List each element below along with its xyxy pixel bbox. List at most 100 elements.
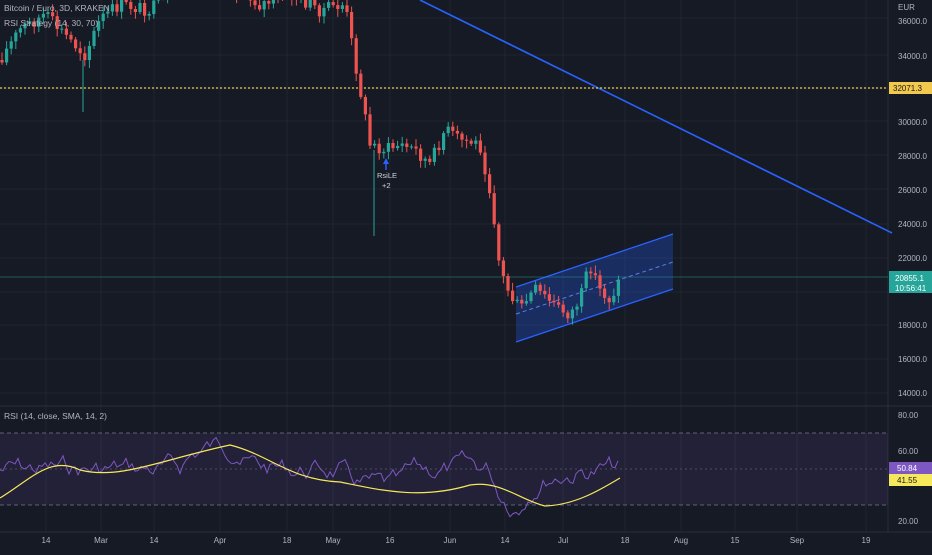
price-tick-label: 34000.0 [898,52,927,61]
candle-body [539,285,542,291]
candle-body [396,146,399,148]
candle-body [442,133,445,150]
candle-body [617,280,620,296]
time-axis-label: 14 [150,536,159,545]
time-axis-label: 15 [731,536,740,545]
candle-body [134,9,137,12]
candle-body [603,289,606,298]
candle-body [327,2,330,8]
candle-body [585,272,588,289]
downtrend-line [420,0,892,233]
candles [0,0,620,325]
candle-body [336,5,339,9]
candle-body [120,0,123,12]
candle-body [304,0,307,8]
candle-body [138,3,141,12]
rsi-tick-label: 80.00 [898,411,919,420]
time-axis-label: Sep [790,536,805,545]
candle-body [65,29,68,35]
candle-body [594,273,597,275]
price-tick-label: 28000.0 [898,152,927,161]
candle-body [460,134,463,140]
candle-body [10,41,13,48]
candle-body [548,294,551,300]
candle-body [552,301,555,303]
candle-body [83,53,86,60]
candle-body [318,5,321,16]
candle-body [345,5,348,12]
candle-body [488,174,491,193]
candle-body [5,49,8,63]
candle-body [69,35,72,40]
candle-body [447,127,450,134]
candle-body [493,193,496,224]
candle-body [497,224,500,260]
candle-body [60,29,63,30]
candle-body [152,0,155,13]
candle-body [571,310,574,319]
price-tick-label: 22000.0 [898,254,927,263]
price-tick-label: 26000.0 [898,186,927,195]
candle-body [258,5,261,9]
candle-body [115,4,118,12]
candle-body [562,305,565,313]
time-axis-label: 14 [42,536,51,545]
candle-body [419,149,422,161]
candle-body [88,46,91,60]
price-tick-label: 14000.0 [898,389,927,398]
symbol-legend[interactable]: Bitcoin / Euro, 3D, KRAKEN [4,3,110,13]
rsi-value-text: 50.84 [897,464,918,473]
candle-body [410,146,413,147]
candle-body [598,275,601,288]
candle-body [580,288,583,306]
time-axis-label: Aug [674,536,688,545]
candle-body [589,272,592,274]
candle-body [433,148,436,162]
candle-body [92,31,95,46]
candle-body [437,148,440,150]
candle-body [267,1,270,4]
candle-body [516,300,519,301]
candle-body [313,0,316,5]
candle-body [341,5,344,9]
candle-body [272,0,275,4]
candle-body [355,38,358,73]
candle-body [474,141,477,144]
candle-body [566,313,569,319]
price-tick-label: 18000.0 [898,321,927,330]
time-axis-label: Apr [214,536,227,545]
price-tick-label: 16000.0 [898,355,927,364]
candle-body [378,144,381,153]
rsi-title: RSI (14, close, SMA, 14, 2) [4,411,107,421]
price-tick-label: 30000.0 [898,118,927,127]
candle-body [111,4,114,11]
rsi-legend[interactable]: RSI (14, close, SMA, 14, 2) [4,411,107,421]
candle-body [428,159,431,162]
candle-body [405,143,408,146]
candle-body [309,0,312,8]
candle-body [401,143,404,145]
candle-body [608,298,611,302]
price-tick-label: 36000.0 [898,17,927,26]
candle-body [506,276,509,291]
symbol-title: Bitcoin / Euro, 3D, KRAKEN [4,3,110,13]
candle-body [529,293,532,302]
candle-body [263,1,266,9]
rsi-tick-label: 20.00 [898,517,919,526]
candle-body [129,2,132,9]
candle-body [612,296,615,302]
time-axis-label: 19 [862,536,871,545]
strategy-legend[interactable]: RSI Strategy (14, 30, 70) [4,18,98,28]
candle-body [322,8,325,16]
time-axis-label: Mar [94,536,108,545]
candle-body [483,153,486,175]
candle-body [253,0,256,5]
time-axis-label: 18 [283,536,292,545]
candle-body [470,141,473,144]
signal-qty: +2 [382,181,391,190]
signal-label: RsiLE [377,171,397,180]
currency-label: EUR [898,3,915,12]
candle-body [382,152,385,153]
